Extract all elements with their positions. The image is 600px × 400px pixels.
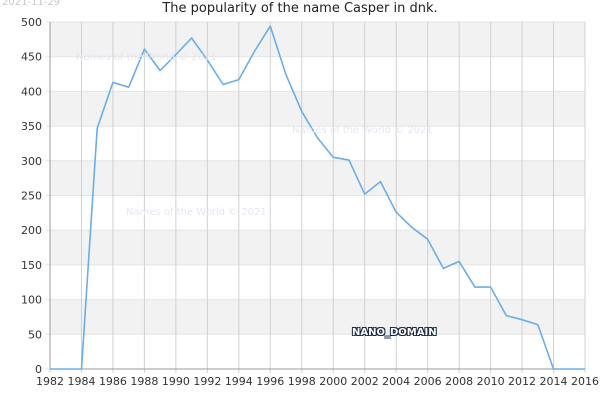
- x-tick-label: 2004: [382, 375, 410, 388]
- x-tick-label: 2002: [351, 375, 379, 388]
- series-layer: [49, 25, 586, 370]
- date-stamp: 2021-11-29: [2, 0, 61, 8]
- x-tick-label: 1998: [288, 375, 316, 388]
- y-tick-label: 300: [21, 155, 42, 168]
- x-tick-label: 2006: [414, 375, 442, 388]
- tick-labels: 0 50 100 150 200 250 300 350 400 450 500 1982 1984 19…: [21, 16, 599, 388]
- x-tick-label: 2014: [540, 375, 568, 388]
- background-band: [50, 22, 585, 57]
- background-band: [50, 91, 585, 127]
- y-tick-label: 250: [21, 190, 42, 203]
- background-bands: [50, 22, 585, 335]
- x-tick-label: 2016: [571, 375, 599, 388]
- watermark-text: Names of the World © 2021: [126, 207, 267, 218]
- y-tick-label: 500: [21, 16, 42, 29]
- x-tick-label: 2000: [319, 375, 347, 388]
- x-tick-label: 1996: [256, 375, 284, 388]
- x-tick-label: 1986: [99, 375, 127, 388]
- axes: [49, 22, 585, 370]
- x-tick-label: 2012: [508, 375, 536, 388]
- x-tick-label: 1982: [36, 375, 64, 388]
- background-band: [50, 160, 585, 196]
- y-tick-label: 400: [21, 85, 42, 98]
- y-tick-label: 450: [21, 51, 42, 64]
- gridlines: [46, 21, 586, 373]
- x-tick-label: 1992: [193, 375, 221, 388]
- watermark-text: Names of the World © 2021: [292, 125, 433, 136]
- x-tick-label: 1994: [225, 375, 253, 388]
- y-tick-label: 350: [21, 120, 42, 133]
- y-tick-label: 50: [28, 328, 42, 341]
- y-tick-label: 100: [21, 294, 42, 307]
- x-tick-label: 1984: [67, 375, 95, 388]
- y-tick-label: 150: [21, 259, 42, 272]
- background-band: [50, 299, 585, 335]
- x-tick-label: 1988: [130, 375, 158, 388]
- y-tick-label: 0: [35, 363, 42, 376]
- nano-domain-label: NANO_DOMAIN: [352, 327, 437, 338]
- watermark-text: Names of the World © 2021: [76, 52, 217, 63]
- background-band: [50, 230, 585, 265]
- x-tick-label: 2010: [477, 375, 505, 388]
- x-tick-label: 1990: [162, 375, 190, 388]
- x-tick-label: 2008: [445, 375, 473, 388]
- y-tick-label: 200: [21, 224, 42, 237]
- chart-title: The popularity of the name Casper in dnk…: [162, 1, 438, 16]
